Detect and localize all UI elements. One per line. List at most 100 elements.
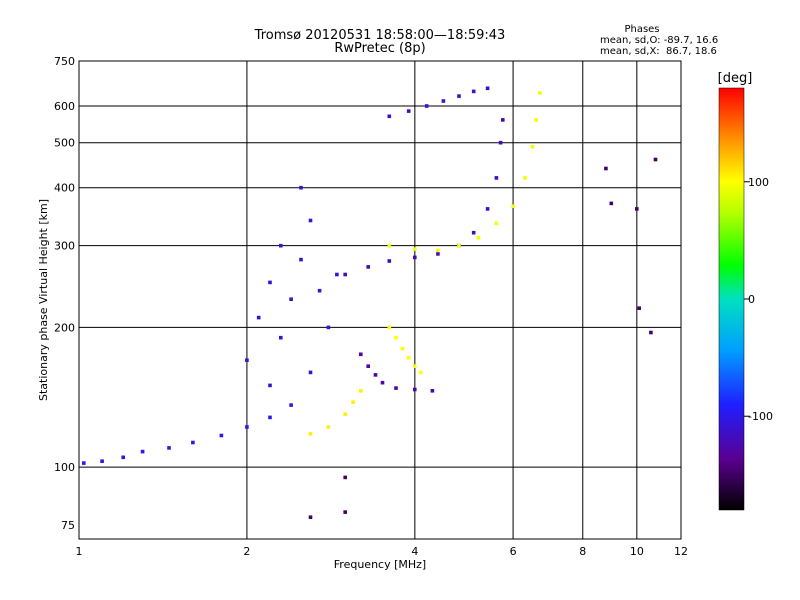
data-point: [289, 403, 293, 407]
data-point: [637, 306, 641, 310]
data-point: [366, 265, 370, 269]
y-tick-label: 600: [54, 100, 75, 113]
x-axis-ticks: 1 2 4 6 8 10 12: [76, 545, 689, 558]
data-point: [653, 157, 658, 162]
data-point: [82, 461, 86, 465]
data-point: [501, 118, 505, 122]
data-point: [317, 288, 322, 293]
data-point: [406, 109, 411, 113]
data-point: [394, 386, 398, 390]
data-point: [308, 515, 313, 519]
data-point: [351, 400, 355, 404]
data-point: [471, 230, 476, 235]
data-point: [511, 204, 515, 208]
data-point: [530, 145, 535, 149]
data-point: [380, 380, 385, 385]
data-point: [373, 373, 378, 377]
x-axis-label: Frequency [MHz]: [334, 558, 426, 571]
data-point: [308, 432, 313, 436]
data-point: [436, 252, 440, 256]
data-point: [366, 364, 370, 368]
plot-frame: [78, 60, 682, 540]
data-point: [245, 425, 249, 429]
phases-x-stats: mean, sd,X: 86.7, 18.6: [600, 46, 717, 57]
data-point: [167, 446, 171, 450]
data-point: [387, 243, 392, 248]
data-point: [387, 114, 392, 119]
data-point: [279, 335, 283, 340]
data-point: [413, 364, 417, 368]
x-tick-label: 12: [674, 545, 688, 558]
data-point: [394, 335, 398, 340]
data-point: [219, 433, 224, 438]
data-point: [430, 389, 435, 393]
data-point: [413, 255, 417, 260]
data-point: [534, 118, 538, 122]
y-tick-label: 75: [61, 519, 75, 532]
data-point: [343, 510, 347, 514]
data-point: [476, 236, 481, 240]
y-tick-label: 500: [54, 137, 75, 150]
y-tick-label: 100: [54, 461, 75, 474]
x-tick-label: 6: [510, 545, 517, 558]
data-point: [406, 356, 411, 360]
phases-box: Phases mean, sd,O: -89.7, 16.6 mean, sd,…: [600, 24, 718, 57]
data-point: [400, 346, 405, 351]
phases-o-stats: mean, sd,O: -89.7, 16.6: [600, 35, 718, 46]
data-point: [609, 201, 614, 206]
data-point: [635, 207, 639, 211]
y-tick-label: 200: [54, 321, 75, 334]
data-point: [413, 247, 417, 251]
y-tick-label: 400: [54, 182, 75, 195]
x-tick-label: 4: [411, 545, 418, 558]
data-point: [387, 325, 392, 330]
y-tick-label: 750: [54, 55, 75, 68]
data-point: [100, 459, 104, 463]
data-point: [471, 89, 476, 94]
data-point: [359, 389, 363, 393]
data-point: [326, 325, 331, 330]
x-tick-label: 1: [76, 545, 83, 558]
data-point: [494, 221, 499, 226]
data-point: [436, 248, 440, 253]
data-point: [387, 259, 392, 263]
data-point: [494, 176, 499, 180]
data-point: [279, 243, 283, 248]
colorbar-tick-label: 100: [748, 176, 769, 189]
data-point: [191, 440, 195, 445]
data-point: [457, 243, 461, 248]
data-point: [649, 330, 653, 335]
colorbar: [718, 87, 745, 511]
data-point: [604, 166, 608, 171]
phases-heading: Phases: [624, 24, 659, 35]
colorbar-tick-label: -100: [748, 410, 773, 423]
data-point: [419, 370, 423, 375]
data-point: [335, 272, 339, 277]
data-point: [299, 257, 303, 262]
data-point: [359, 352, 363, 357]
chart-title: Tromsø 20120531 18:58:00—18:59:43: [254, 28, 506, 43]
data-point: [121, 455, 125, 460]
x-tick-label: 8: [579, 545, 586, 558]
data-point: [498, 140, 503, 145]
data-point: [343, 475, 347, 480]
data-point: [457, 94, 461, 98]
chart-subtitle: RwPretec (8p): [334, 41, 425, 56]
y-axis-ticks: 75 100 200 300 400 500 600 750: [54, 55, 75, 532]
data-point: [441, 99, 446, 103]
data-points: [82, 86, 658, 519]
data-point: [140, 449, 145, 454]
y-tick-label: 300: [54, 240, 75, 253]
data-point: [343, 272, 347, 277]
data-point: [308, 218, 313, 223]
data-point: [308, 370, 313, 375]
y-axis-label: Stationary phase Virtual Height [km]: [37, 199, 50, 401]
data-point: [413, 387, 417, 392]
data-point: [424, 104, 429, 108]
data-point: [268, 415, 272, 420]
colorbar-unit: [deg]: [718, 71, 753, 86]
data-point: [299, 185, 303, 190]
x-tick-label: 2: [243, 545, 250, 558]
data-point: [268, 280, 272, 285]
